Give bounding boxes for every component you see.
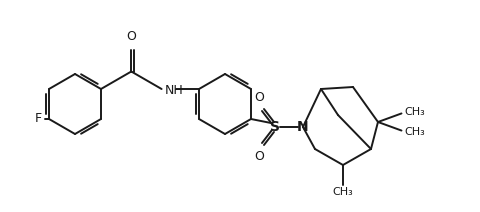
Text: NH: NH (165, 84, 183, 96)
Text: CH₃: CH₃ (405, 127, 425, 137)
Text: CH₃: CH₃ (405, 107, 425, 117)
Text: S: S (270, 120, 280, 134)
Text: F: F (35, 113, 42, 126)
Text: O: O (126, 31, 136, 43)
Text: O: O (254, 91, 264, 104)
Text: CH₃: CH₃ (333, 187, 353, 197)
Text: N: N (297, 120, 309, 134)
Text: O: O (254, 150, 264, 163)
